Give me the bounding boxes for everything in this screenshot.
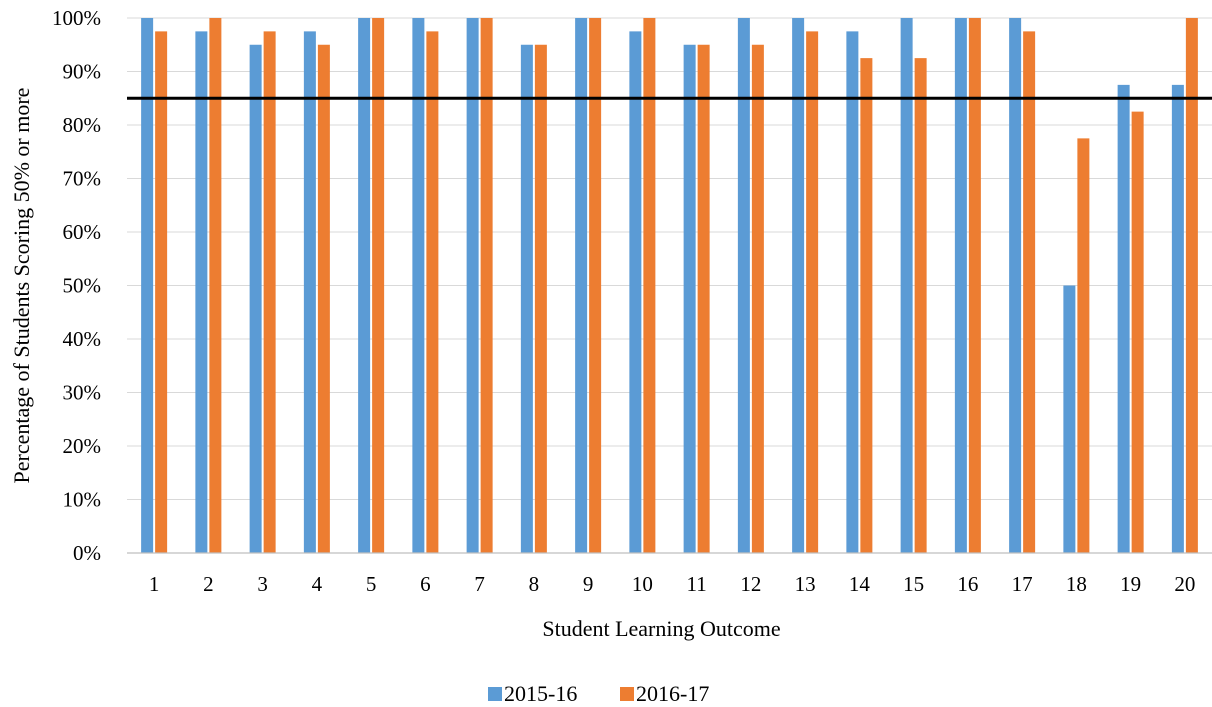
x-tick-label: 14: [849, 572, 871, 596]
x-tick-label: 6: [420, 572, 431, 596]
bar-2015-16: [466, 18, 479, 553]
legend-label: 2016-17: [636, 681, 709, 706]
bar-2016-17: [426, 31, 439, 553]
bar-2015-16: [195, 31, 208, 553]
bar-2015-16: [358, 18, 371, 553]
x-tick-label: 12: [740, 572, 761, 596]
y-tick-labels: 0% 10% 20% 30% 40% 50% 60% 70% 80% 90% 100%: [52, 6, 101, 565]
x-tick-label: 11: [687, 572, 707, 596]
y-tick-label: 60%: [63, 220, 102, 244]
y-tick-label: 10%: [63, 488, 102, 512]
bar-2015-16: [1171, 84, 1184, 553]
legend-swatch: [488, 687, 502, 701]
bar-2015-16: [1063, 285, 1076, 553]
y-axis-title: Percentage of Students Scoring 50% or mo…: [9, 88, 34, 484]
x-tick-label: 1: [149, 572, 160, 596]
x-tick-label: 9: [583, 572, 594, 596]
bar-2015-16: [1009, 18, 1022, 553]
bar-2016-17: [1185, 18, 1198, 553]
bars: [141, 18, 1198, 553]
bar-2015-16: [520, 44, 533, 553]
legend-swatch: [620, 687, 634, 701]
bar-2016-17: [968, 18, 981, 553]
x-tick-label: 13: [795, 572, 816, 596]
x-tick-label: 10: [632, 572, 653, 596]
bar-2016-17: [155, 31, 168, 553]
x-tick-label: 5: [366, 572, 377, 596]
bar-2016-17: [1023, 31, 1036, 553]
x-tick-label: 18: [1066, 572, 1087, 596]
y-tick-label: 40%: [63, 327, 102, 351]
bar-2016-17: [806, 31, 819, 553]
bar-2015-16: [141, 18, 154, 553]
bar-2015-16: [792, 18, 805, 553]
x-tick-label: 2: [203, 572, 214, 596]
bar-2015-16: [575, 18, 588, 553]
x-tick-label: 20: [1174, 572, 1195, 596]
bar-2015-16: [249, 44, 262, 553]
y-tick-label: 30%: [63, 381, 102, 405]
x-tick-label: 8: [529, 572, 540, 596]
x-axis-title: Student Learning Outcome: [542, 616, 780, 641]
bar-2016-17: [1077, 138, 1090, 553]
bar-2015-16: [303, 31, 316, 553]
x-tick-label: 15: [903, 572, 924, 596]
y-tick-label: 80%: [63, 113, 102, 137]
x-tick-label: 16: [957, 572, 978, 596]
y-tick-label: 70%: [63, 167, 102, 191]
bar-2015-16: [412, 18, 425, 553]
x-tick-label: 3: [257, 572, 268, 596]
bar-2015-16: [1117, 84, 1130, 553]
bar-2016-17: [643, 18, 656, 553]
bar-2016-17: [860, 58, 873, 553]
bar-2015-16: [737, 18, 750, 553]
x-tick-label: 19: [1120, 572, 1141, 596]
y-tick-label: 50%: [63, 274, 102, 298]
bar-2015-16: [900, 18, 913, 553]
x-tick-label: 17: [1012, 572, 1033, 596]
bar-2016-17: [751, 44, 764, 553]
gridlines: [127, 17, 1212, 500]
bar-2015-16: [683, 44, 696, 553]
legend-label: 2015-16: [504, 681, 577, 706]
y-tick-label: 20%: [63, 434, 102, 458]
bar-2015-16: [954, 18, 967, 553]
bar-2016-17: [697, 44, 710, 553]
y-tick-label: 90%: [63, 60, 102, 84]
bar-2016-17: [534, 44, 547, 553]
bar-2015-16: [846, 31, 859, 553]
bar-2016-17: [209, 18, 222, 553]
x-tick-label: 7: [474, 572, 485, 596]
bar-2016-17: [372, 18, 385, 553]
y-tick-label: 100%: [52, 6, 101, 30]
legend: 2015-16 2016-17: [488, 681, 709, 706]
bar-2016-17: [589, 18, 602, 553]
bar-2016-17: [263, 31, 276, 553]
bar-2016-17: [480, 18, 493, 553]
bar-2015-16: [629, 31, 642, 553]
y-tick-label: 0%: [73, 541, 101, 565]
bar-2016-17: [1131, 111, 1144, 553]
x-tick-labels: 1 2 3 4 5 6 7 8 9 10 11 12 13 14 15 16 17 18 19 20: [149, 572, 1196, 596]
bar-2016-17: [914, 58, 927, 553]
bar-2016-17: [317, 44, 330, 553]
x-tick-label: 4: [312, 572, 323, 596]
